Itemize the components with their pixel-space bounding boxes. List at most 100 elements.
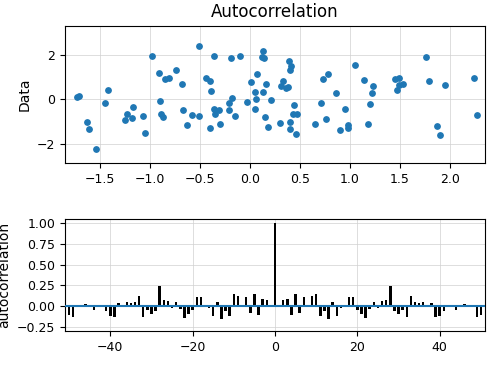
Bar [336, 306, 338, 316]
Bar [88, 305, 91, 306]
Bar [80, 306, 82, 307]
Bar [315, 294, 318, 306]
Point [282, 85, 290, 91]
Bar [381, 301, 384, 306]
Point [441, 82, 449, 88]
Bar [266, 300, 268, 306]
Point [228, 55, 235, 61]
Point [262, 114, 270, 120]
Bar [311, 296, 314, 306]
Point [48, 96, 56, 102]
Bar [208, 306, 210, 308]
Bar [468, 306, 470, 307]
Bar [232, 294, 235, 306]
Point [360, 77, 368, 83]
Point [252, 71, 260, 77]
Point [216, 121, 224, 127]
Bar [446, 305, 449, 306]
Point [141, 130, 149, 135]
Bar [253, 294, 256, 306]
Point [319, 76, 327, 82]
Point [287, 63, 295, 69]
Bar [290, 306, 292, 315]
Bar [476, 306, 478, 317]
Point [364, 121, 372, 127]
Bar [286, 300, 288, 306]
Point [179, 107, 187, 113]
Bar [72, 306, 74, 317]
Bar [126, 302, 128, 306]
Bar [150, 306, 152, 314]
Point [395, 82, 403, 88]
Point [473, 112, 481, 118]
Bar [113, 306, 116, 317]
Point [396, 75, 404, 81]
Point [122, 111, 130, 117]
Point [424, 78, 432, 84]
Point [400, 81, 407, 87]
Bar [410, 296, 412, 306]
Bar [142, 306, 144, 316]
Point [284, 58, 292, 64]
Point [178, 81, 186, 87]
Bar [459, 305, 462, 306]
Point [352, 62, 360, 68]
Point [211, 110, 219, 116]
Bar [258, 306, 260, 315]
Point [160, 76, 168, 82]
Point [324, 71, 332, 77]
Bar [162, 300, 165, 306]
Y-axis label: Data: Data [18, 78, 32, 111]
Point [139, 113, 147, 119]
Point [202, 75, 210, 81]
Bar [434, 306, 437, 317]
Bar [372, 302, 375, 306]
Point [316, 100, 324, 106]
Point [156, 98, 164, 104]
Point [422, 54, 430, 60]
Point [366, 101, 374, 107]
Bar [472, 306, 474, 307]
Point [292, 111, 300, 117]
Bar [442, 306, 445, 311]
Point [208, 88, 216, 93]
Bar [294, 294, 297, 306]
Point [278, 83, 285, 89]
Point [436, 132, 444, 138]
Bar [306, 305, 309, 306]
Bar [340, 306, 342, 308]
Point [251, 89, 259, 95]
Bar [118, 304, 120, 306]
Bar [451, 306, 454, 307]
Point [210, 106, 218, 112]
Point [210, 53, 218, 59]
Bar [302, 297, 305, 306]
Bar [418, 303, 420, 306]
Bar [480, 306, 482, 315]
Bar [154, 306, 157, 311]
Bar [463, 304, 466, 306]
Bar [175, 302, 178, 306]
Bar [402, 306, 404, 310]
Bar [319, 306, 322, 316]
Point [433, 123, 441, 128]
Point [130, 104, 138, 110]
Point [289, 111, 297, 117]
Point [195, 43, 203, 49]
Point [260, 55, 268, 61]
Point [164, 75, 172, 81]
Bar [298, 306, 301, 312]
Bar [364, 306, 367, 318]
Point [74, 95, 82, 100]
Bar [200, 297, 202, 306]
Bar [414, 302, 416, 306]
Bar [228, 306, 231, 316]
Point [92, 146, 100, 152]
Point [276, 120, 284, 126]
Bar [385, 300, 388, 306]
Point [262, 81, 270, 87]
Point [284, 84, 292, 90]
Bar [274, 223, 276, 306]
Bar [216, 302, 218, 306]
Point [368, 91, 376, 96]
